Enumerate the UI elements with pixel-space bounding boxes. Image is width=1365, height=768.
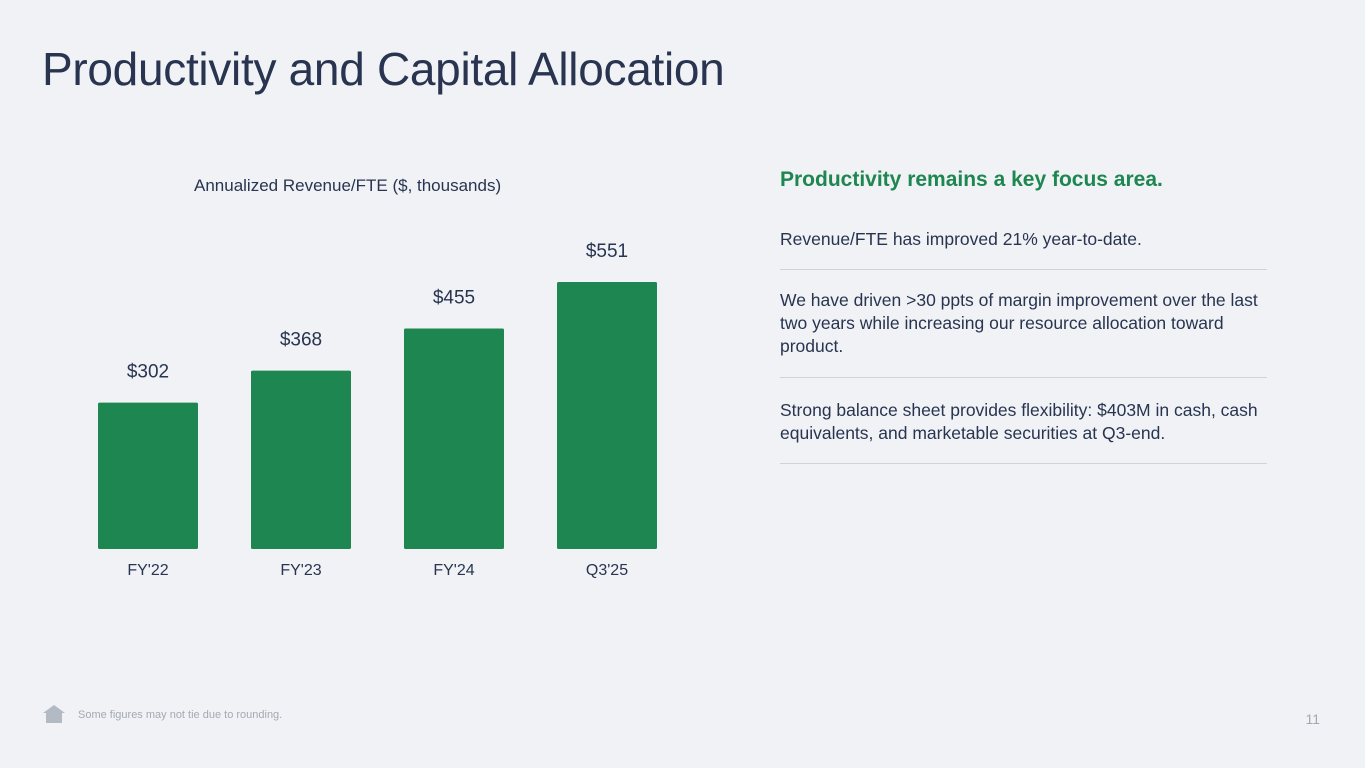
page-title: Productivity and Capital Allocation <box>42 43 725 95</box>
side-panel-heading: Productivity remains a key focus area. <box>780 168 1163 191</box>
x-tick-label-2: FY'24 <box>433 562 474 579</box>
data-label-1: $368 <box>280 330 322 351</box>
data-label-2: $455 <box>433 288 475 309</box>
data-label-0: $302 <box>127 362 169 383</box>
bar-2 <box>404 328 504 549</box>
bullet-margin-improvement: We have driven >30 ppts of margin improv… <box>780 270 1267 378</box>
chart-title: Annualized Revenue/FTE ($, thousands) <box>194 176 502 195</box>
data-label-3: $551 <box>586 241 628 262</box>
x-tick-label-3: Q3'25 <box>586 562 628 579</box>
bullet-balance-sheet: Strong balance sheet provides flexibilit… <box>780 378 1267 464</box>
bar-3 <box>557 282 657 549</box>
bar-1 <box>251 370 351 549</box>
house-icon <box>42 704 66 729</box>
footnote: Some figures may not tie due to rounding… <box>78 709 283 721</box>
bullet-revenue-fte: Revenue/FTE has improved 21% year-to-dat… <box>780 228 1267 270</box>
x-tick-label-0: FY'22 <box>127 562 168 579</box>
page-number: 11 <box>1305 711 1320 727</box>
bar-0 <box>98 402 198 549</box>
x-tick-label-1: FY'23 <box>280 562 321 579</box>
side-panel: Productivity remains a key focus area. R… <box>780 166 1267 464</box>
bar-chart: $302 FY'22 $368 FY'23 $455 FY'24 $551 Q3'25 <box>98 241 657 579</box>
